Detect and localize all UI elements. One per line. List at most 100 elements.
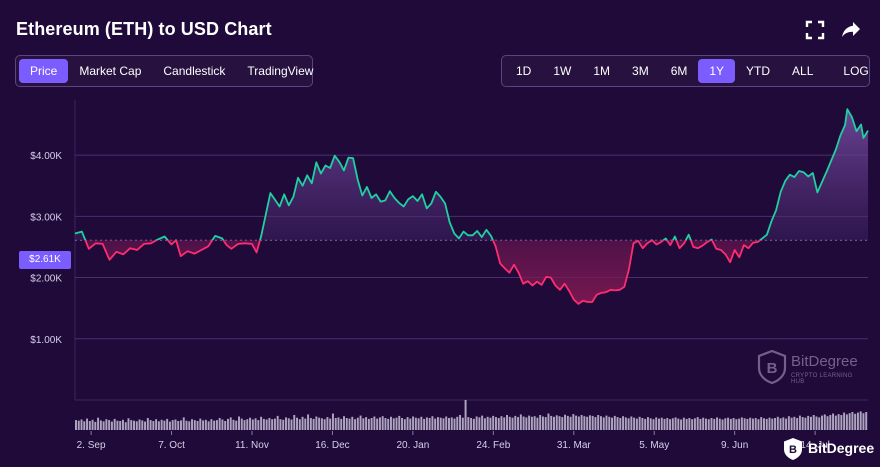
volume-bar	[398, 415, 401, 430]
volume-bar	[785, 418, 788, 430]
x-tick-label: 7. Oct	[158, 440, 185, 451]
volume-bar	[188, 421, 191, 430]
volume-bar	[240, 418, 243, 430]
volume-bar	[843, 412, 846, 430]
volume-bar	[693, 418, 696, 430]
volume-bar	[113, 418, 116, 430]
volume-bar	[149, 420, 152, 430]
fullscreen-icon[interactable]	[803, 18, 827, 42]
volume-bar	[425, 417, 428, 430]
volume-bar	[202, 420, 205, 430]
volume-bar	[765, 418, 768, 430]
volume-bar	[641, 418, 644, 430]
share-arrow-icon[interactable]	[839, 18, 863, 42]
volume-bar	[436, 417, 439, 430]
tab-tradingview[interactable]: TradingView	[247, 64, 314, 78]
volume-bar	[782, 417, 785, 430]
y-tick-label: $4.00K	[30, 151, 62, 162]
volume-bar	[732, 418, 735, 430]
volume-bar	[704, 418, 707, 430]
volume-bar	[586, 416, 589, 430]
volume-bar	[575, 415, 578, 430]
volume-bar	[851, 412, 854, 430]
volume-bar	[133, 420, 135, 430]
volume-bar	[522, 416, 525, 430]
tab-market-cap[interactable]: Market Cap	[79, 64, 142, 78]
volume-bar	[191, 419, 194, 430]
bitdegree-shield-icon: B	[757, 350, 787, 384]
tab-candlestick[interactable]: Candlestick	[163, 64, 226, 78]
volume-bar	[588, 415, 591, 430]
volume-bar	[771, 418, 774, 430]
volume-bar	[525, 417, 528, 430]
volume-bar	[646, 417, 649, 430]
volume-bar	[180, 420, 182, 430]
range-1w[interactable]: 1W	[553, 64, 572, 78]
volume-bar	[760, 417, 763, 430]
volume-bar	[414, 417, 417, 430]
volume-bar	[290, 419, 293, 430]
volume-bar	[553, 416, 555, 430]
volume-bar	[75, 420, 77, 430]
range-1d[interactable]: 1D	[516, 64, 532, 78]
volume-bar	[373, 416, 376, 430]
volume-bar	[204, 419, 207, 430]
volume-bar	[478, 417, 481, 430]
volume-bar	[268, 418, 271, 430]
range-1m[interactable]: 1M	[593, 64, 611, 78]
volume-bar	[558, 416, 561, 430]
volume-bar	[193, 420, 196, 430]
scale-log[interactable]: LOG	[843, 64, 869, 78]
volume-bar	[702, 417, 705, 430]
volume-bar	[155, 419, 158, 430]
volume-bar	[359, 415, 362, 430]
volume-bar	[716, 417, 718, 430]
volume-bar	[599, 416, 602, 430]
volume-bar	[243, 420, 246, 430]
volume-bar	[530, 416, 533, 430]
volume-bar	[80, 419, 83, 430]
volume-bar	[481, 415, 484, 430]
price-line-down	[84, 240, 762, 305]
range-1y[interactable]: 1Y	[698, 59, 736, 83]
volume-bar	[862, 413, 865, 430]
volume-bar	[229, 417, 232, 430]
volume-bar	[470, 418, 473, 430]
range-tabs: 1D 1W 1M 3M 6M 1Y YTD ALL LOG	[501, 55, 870, 87]
volume-bar	[99, 420, 102, 430]
volume-bar	[323, 419, 326, 430]
volume-bar	[514, 415, 517, 430]
x-tick-label: 20. Jan	[396, 440, 429, 451]
volume-bar	[616, 417, 619, 430]
volume-bar	[461, 417, 464, 430]
volume-bar	[450, 417, 453, 430]
range-all[interactable]: ALL	[792, 64, 814, 78]
tab-price[interactable]: Price	[19, 59, 69, 83]
range-ytd[interactable]: YTD	[746, 64, 771, 78]
x-tick-label: 5. May	[639, 440, 669, 451]
volume-bar	[669, 419, 672, 430]
volume-bar	[583, 416, 586, 430]
volume-bar	[434, 418, 437, 430]
volume-bar	[566, 415, 569, 430]
volume-bar	[483, 418, 486, 430]
chart-type-tabs: Price Market Cap Candlestick TradingView	[15, 55, 313, 87]
volume-bar	[348, 418, 351, 430]
volume-bar	[384, 418, 387, 430]
y-tick-label: $2.00K	[30, 274, 62, 285]
volume-bar	[94, 421, 97, 430]
volume-bar	[580, 415, 583, 430]
volume-bar	[273, 418, 276, 430]
volume-bar	[793, 416, 796, 430]
volume-bar	[185, 420, 188, 430]
volume-bar	[293, 415, 296, 430]
range-3m[interactable]: 3M	[632, 64, 649, 78]
volume-bar	[171, 420, 174, 430]
volume-bar	[326, 417, 329, 430]
volume-bar	[834, 415, 837, 430]
volume-bar	[168, 421, 171, 430]
range-6m[interactable]: 6M	[670, 64, 688, 78]
watermark-tagline: CRYPTO LEARNING HUB	[791, 373, 853, 385]
volume-bar	[746, 418, 749, 430]
